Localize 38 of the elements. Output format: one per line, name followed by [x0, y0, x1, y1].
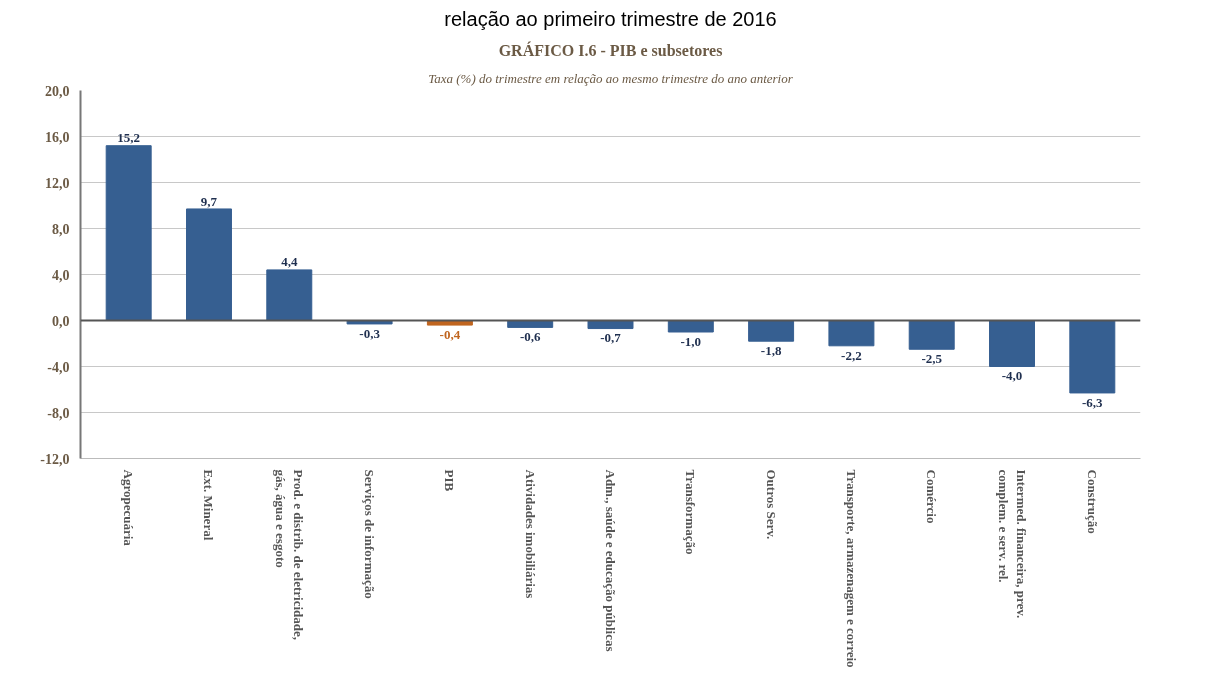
data-label: -0,3 — [359, 325, 381, 341]
y-tick-label: 8,0 — [52, 221, 70, 237]
text: relação ao primeiro trimestre de 2016 — [444, 7, 777, 30]
y-tick-label: 12,0 — [45, 175, 70, 191]
y-tick-label: 16,0 — [45, 129, 70, 145]
data-label: -0,7 — [600, 330, 622, 346]
data-label: 15,2 — [117, 130, 141, 146]
y-tick-label: -12,0 — [40, 451, 70, 467]
y-tick-label: -4,0 — [47, 359, 70, 375]
data-label: -2,5 — [921, 351, 943, 366]
y-tick-label: 0,0 — [52, 313, 70, 329]
chart-subtitle: Taxa (%) do trimestre em relação ao mesmo trimestre do ano anterior — [428, 70, 794, 86]
x-tick-label: Transformação — [683, 469, 699, 555]
x-tick-label: Outros Serv. — [763, 469, 779, 540]
data-label: -4,0 — [1001, 368, 1023, 384]
y-tick-label: 20,0 — [45, 83, 70, 99]
x-tick-label: Comércio — [924, 469, 940, 524]
chart-title: GRÁFICO I.6 - PIB e subsetores — [498, 40, 723, 59]
data-label: -0,6 — [519, 329, 541, 345]
x-tick-label: Transporte, armazenagem e correio — [843, 469, 859, 668]
x-tick-label: Prod. e distrib. de eletricidade, gás, água e esgoto — [272, 469, 306, 641]
data-label: 4,4 — [281, 254, 298, 270]
x-tick-label: Atividades imobiliárias — [522, 469, 538, 599]
data-label: -1,8 — [760, 342, 782, 358]
data-label: -6,3 — [1082, 394, 1104, 410]
data-label: 9,7 — [200, 193, 218, 209]
data-label: -0,4 — [439, 326, 461, 342]
x-tick-label: Intermed. financeira, prev. complem. e serv. rel. — [995, 469, 1029, 619]
data-label: -1,0 — [680, 333, 702, 349]
y-tick-label: -8,0 — [47, 405, 70, 421]
data-label: -2,2 — [841, 347, 862, 363]
x-tick-label: Ext. Mineral — [201, 469, 217, 541]
y-tick-label: 4,0 — [52, 267, 70, 283]
x-tick-label: Serviços de informação — [362, 469, 378, 599]
x-tick-label: Agropecuária — [121, 469, 137, 547]
x-tick-label: Adm., saúde e educação públicas — [603, 469, 618, 652]
x-tick-label: Construção — [1084, 469, 1100, 534]
x-tick-label: PIB — [442, 469, 458, 492]
